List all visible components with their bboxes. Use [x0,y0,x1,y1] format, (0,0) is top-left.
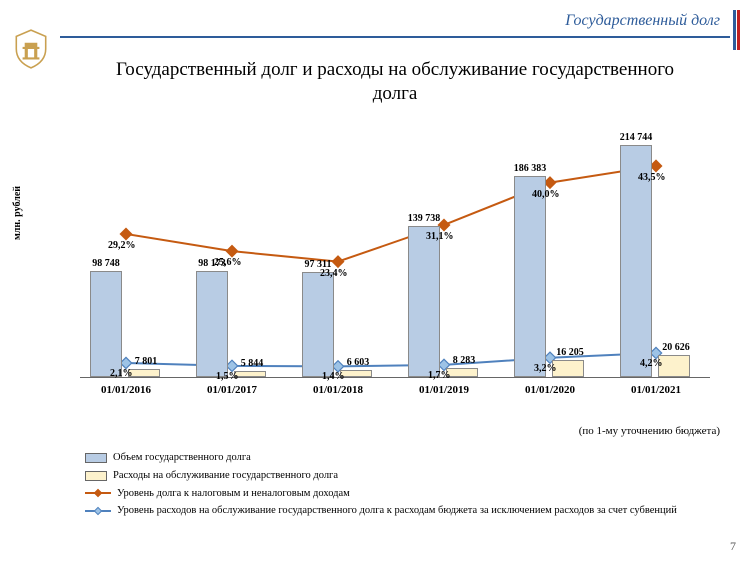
x-axis-tick-label: 01/01/2016 [81,384,171,396]
x-axis-tick-label: 01/01/2017 [187,384,277,396]
bar-label: 8 283 [434,355,494,366]
line-point-label: 3,2% [534,363,557,374]
bar-label: 6 603 [328,357,388,368]
line-point-label: 2,1% [110,368,133,379]
legend-item-expense-ratio: Уровень расходов на обслуживание государ… [85,503,677,519]
legend-label: Расходы на обслуживание государственного… [113,468,338,484]
bar-label: 139 738 [394,213,454,224]
legend-item-service-cost: Расходы на обслуживание государственного… [85,468,677,484]
header-accent [732,10,742,50]
line-point-label: 23,4% [320,268,348,279]
line-point-label: 1,5% [216,371,239,382]
x-axis-tick-label: 01/01/2021 [611,384,701,396]
chart-legend: Объем государственного долга Расходы на … [85,450,677,521]
legend-item-debt-ratio: Уровень долга к налоговым и неналоговым … [85,486,677,502]
page-number: 7 [730,539,736,554]
slide-header: Государственный долг [0,10,750,50]
bar-group: 98 1735 844 [190,119,274,377]
y-axis-label: млн. рублей [12,186,23,240]
bar-group: 97 3116 603 [296,119,380,377]
bar-service-cost [446,368,478,377]
x-axis-tick-label: 01/01/2020 [505,384,595,396]
bar-service-cost [552,360,584,377]
bar-label: 7 801 [116,356,176,367]
legend-swatch-bar-sec [85,471,107,481]
header-title: Государственный долг [565,12,720,30]
line-point-label: 40,0% [532,189,560,200]
bar-service-cost [234,371,266,377]
line-point-label: 29,2% [108,240,136,251]
legend-swatch-line2 [85,506,111,516]
bar-label: 214 744 [606,132,666,143]
bar-label: 20 626 [646,342,706,353]
legend-label: Уровень расходов на обслуживание государ… [117,503,677,519]
bar-label: 186 383 [500,163,560,174]
legend-label: Уровень долга к налоговым и неналоговым … [117,486,350,502]
line-point-label: 1,4% [322,371,345,382]
x-axis-tick-label: 01/01/2018 [293,384,383,396]
bar-label: 98 748 [76,258,136,269]
legend-label: Объем государственного долга [113,450,251,466]
line-point-label: 31,1% [426,231,454,242]
x-axis-tick-label: 01/01/2019 [399,384,489,396]
emblem-icon [10,28,52,70]
line-point-label: 1,7% [428,370,451,381]
bar-service-cost [340,370,372,377]
header-rule [60,36,730,38]
bar-label: 5 844 [222,358,282,369]
line-point-label: 4,2% [640,358,663,369]
bar-group: 186 38316 205 [508,119,592,377]
chart-title: Государственный долг и расходы на обслуж… [100,58,690,106]
line-point-label: 43,5% [638,172,666,183]
legend-item-debt-volume: Объем государственного долга [85,450,677,466]
x-axis-line [80,377,710,378]
legend-swatch-line1 [85,488,111,498]
legend-swatch-bar-main [85,453,107,463]
chart-plot-area: 98 7487 80101/01/201629,2%2,1%98 1735 84… [80,120,710,400]
bar-label: 16 205 [540,347,600,358]
chart-note: (по 1-му уточнению бюджета) [579,425,720,437]
bar-service-cost [128,369,160,377]
line-point-label: 25,6% [214,257,242,268]
bar-group: 139 7388 283 [402,119,486,377]
bar-service-cost [658,355,690,377]
bar-group: 214 74420 626 [614,119,698,377]
